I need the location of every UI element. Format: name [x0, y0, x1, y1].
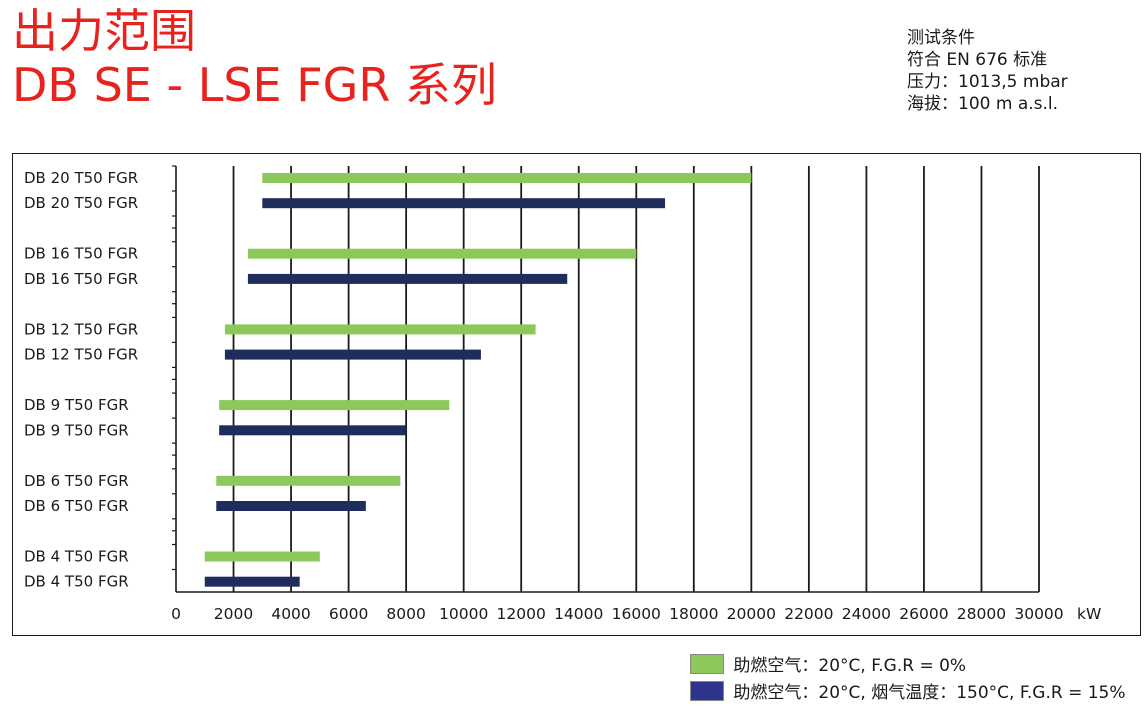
- conditions-pressure: 压力：1013,5 mbar: [907, 72, 1068, 92]
- x-tick-label: 22000: [784, 605, 833, 623]
- category-label: DB 6 T50 FGR: [24, 472, 129, 490]
- category-label: DB 4 T50 FGR: [24, 548, 129, 566]
- conditions-standard: 符合 EN 676 标准: [907, 50, 1048, 70]
- x-tick-label: 4000: [271, 605, 310, 623]
- category-label: DB 6 T50 FGR: [24, 497, 129, 515]
- category-label: DB 9 T50 FGR: [24, 396, 129, 414]
- page-title-line2: DB SE - LSE FGR 系列: [12, 58, 497, 112]
- test-conditions: 测试条件 符合 EN 676 标准 压力：1013,5 mbar 海拔：100 …: [907, 27, 1068, 115]
- x-tick-label: 30000: [1014, 605, 1063, 623]
- legend-swatch-navy: [690, 680, 724, 701]
- category-label: DB 12 T50 FGR: [24, 346, 138, 364]
- legend-label-navy: 助燃空气：20°C, 烟气温度：150°C, F.G.R = 15%: [733, 683, 1126, 703]
- x-tick-label: 18000: [669, 605, 718, 623]
- legend-swatch-green: [690, 653, 724, 674]
- category-label: DB 12 T50 FGR: [24, 320, 138, 338]
- x-tick-label: 0: [171, 605, 181, 623]
- category-label: DB 4 T50 FGR: [24, 573, 129, 591]
- category-label: DB 20 T50 FGR: [24, 194, 138, 212]
- page-title-line1: 出力范围: [12, 4, 196, 58]
- bar-navy: [204, 576, 300, 587]
- bar-green: [219, 400, 450, 411]
- x-tick-label: 26000: [899, 605, 948, 623]
- conditions-heading: 测试条件: [907, 28, 975, 48]
- legend-item-navy: 助燃空气：20°C, 烟气温度：150°C, F.G.R = 15%: [690, 678, 1126, 703]
- bar-navy: [247, 273, 568, 284]
- x-unit-label: kW: [1077, 605, 1101, 623]
- legend-label-green: 助燃空气：20°C, F.G.R = 0%: [733, 656, 967, 676]
- x-tick-label: 20000: [727, 605, 776, 623]
- range-chart: DB 20 T50 FGR DB 20 T50 FGR DB 16 T50 FGR D…: [24, 165, 1101, 623]
- x-tick-label: 24000: [842, 605, 891, 623]
- legend-item-green: 助燃空气：20°C, F.G.R = 0%: [690, 651, 966, 676]
- x-tick-label: 14000: [554, 605, 603, 623]
- x-tick-label: 28000: [957, 605, 1006, 623]
- bar-green: [204, 551, 320, 562]
- category-label: DB 16 T50 FGR: [24, 270, 138, 288]
- bar-navy: [262, 198, 666, 209]
- x-tick-label: 6000: [329, 605, 368, 623]
- category-label: DB 16 T50 FGR: [24, 245, 138, 263]
- category-label: DB 20 T50 FGR: [24, 169, 138, 187]
- bar-green: [262, 173, 752, 183]
- x-tick-label: 2000: [214, 605, 253, 623]
- category-label: DB 9 T50 FGR: [24, 421, 129, 439]
- bar-navy: [219, 425, 407, 436]
- bar-green: [216, 475, 401, 486]
- bar-navy: [224, 349, 481, 360]
- bar-navy: [216, 501, 366, 511]
- conditions-altitude: 海拔：100 m a.s.l.: [907, 94, 1059, 114]
- chart-frame: DB 20 T50 FGR DB 20 T50 FGR DB 16 T50 FGR D…: [12, 153, 1141, 636]
- x-tick-label: 16000: [612, 605, 661, 623]
- x-tick-label: 12000: [497, 605, 546, 623]
- bar-green: [224, 324, 536, 335]
- bar-green: [247, 248, 637, 259]
- x-tick-label: 8000: [386, 605, 425, 623]
- x-tick-label: 10000: [439, 605, 488, 623]
